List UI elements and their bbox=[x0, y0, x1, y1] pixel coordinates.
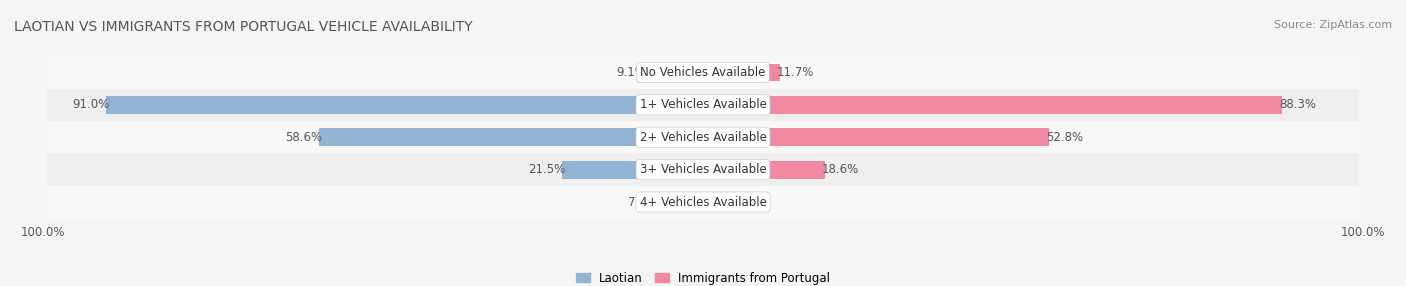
Bar bbox=[703, 96, 1282, 114]
Text: 2+ Vehicles Available: 2+ Vehicles Available bbox=[640, 131, 766, 144]
Bar bbox=[703, 63, 780, 82]
Text: 6.1%: 6.1% bbox=[740, 196, 769, 208]
Text: 21.5%: 21.5% bbox=[529, 163, 565, 176]
Bar bbox=[46, 121, 1360, 154]
Bar bbox=[105, 96, 703, 114]
Text: 3+ Vehicles Available: 3+ Vehicles Available bbox=[640, 163, 766, 176]
Text: 58.6%: 58.6% bbox=[284, 131, 322, 144]
Bar bbox=[654, 193, 703, 211]
Bar bbox=[644, 63, 703, 82]
Text: 88.3%: 88.3% bbox=[1279, 98, 1316, 112]
Bar bbox=[319, 128, 703, 146]
Bar bbox=[703, 128, 1049, 146]
Bar bbox=[46, 154, 1360, 186]
Text: 4+ Vehicles Available: 4+ Vehicles Available bbox=[640, 196, 766, 208]
Text: 9.1%: 9.1% bbox=[617, 66, 647, 79]
Text: 18.6%: 18.6% bbox=[821, 163, 859, 176]
Text: LAOTIAN VS IMMIGRANTS FROM PORTUGAL VEHICLE AVAILABILITY: LAOTIAN VS IMMIGRANTS FROM PORTUGAL VEHI… bbox=[14, 20, 472, 34]
Text: No Vehicles Available: No Vehicles Available bbox=[640, 66, 766, 79]
Bar bbox=[46, 56, 1360, 89]
Text: Source: ZipAtlas.com: Source: ZipAtlas.com bbox=[1274, 20, 1392, 30]
Text: 100.0%: 100.0% bbox=[21, 226, 65, 239]
Bar bbox=[703, 193, 742, 211]
Bar bbox=[46, 89, 1360, 121]
Text: 1+ Vehicles Available: 1+ Vehicles Available bbox=[640, 98, 766, 112]
Text: 91.0%: 91.0% bbox=[72, 98, 110, 112]
Bar bbox=[703, 161, 825, 178]
Text: 52.8%: 52.8% bbox=[1046, 131, 1083, 144]
Text: 7.4%: 7.4% bbox=[628, 196, 658, 208]
Text: 100.0%: 100.0% bbox=[1341, 226, 1385, 239]
Legend: Laotian, Immigrants from Portugal: Laotian, Immigrants from Portugal bbox=[571, 267, 835, 286]
Bar bbox=[46, 186, 1360, 218]
Text: 11.7%: 11.7% bbox=[776, 66, 814, 79]
Bar bbox=[562, 161, 703, 178]
